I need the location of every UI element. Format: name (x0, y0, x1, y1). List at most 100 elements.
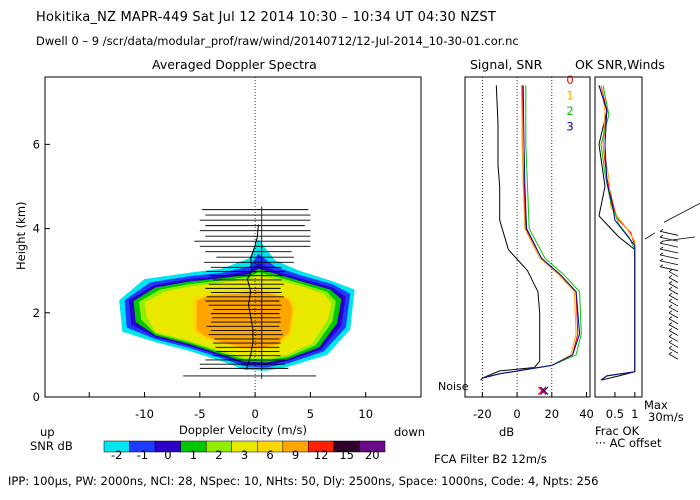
wind-arrow (659, 230, 679, 236)
wind-arrow-head (668, 292, 673, 296)
x-tick-label: -5 (194, 407, 205, 421)
signal-legend-entry-0: 0 (566, 73, 573, 87)
wind-arrow-head (668, 339, 673, 343)
wind-arrow-head (659, 252, 664, 256)
echo-contour-snr-9 (196, 289, 293, 349)
wind-arrow (659, 236, 679, 242)
dwell-info: Dwell 0 – 9 /scr/data/modular_prof/raw/w… (36, 34, 519, 48)
ac-offset-label: ··· AC offset (595, 436, 662, 450)
frac-ok-series-3 (598, 85, 636, 381)
signal-legend-entry-3: 3 (566, 120, 573, 134)
radar-parameters: IPP: 100µs, PW: 2000ns, NCI: 28, NSpec: … (8, 474, 599, 488)
plot-title: Hokitika_NZ MAPR-449 Sat Jul 12 2014 10:… (36, 10, 496, 25)
wind-arrow (668, 324, 679, 330)
signal-frame (464, 76, 591, 398)
wind-arrow-head (668, 304, 673, 308)
wind-arrow (668, 306, 679, 313)
wind-arrow-head (668, 351, 673, 355)
y-tick-label: 0 (33, 390, 40, 404)
wind-arrow (644, 232, 656, 240)
y-tick-label: 2 (33, 306, 40, 320)
wind-arrow (668, 347, 679, 354)
x-tick-label: 5 (307, 407, 314, 421)
spectra-frame (44, 76, 422, 398)
x-label-down: down (394, 425, 426, 439)
colorbar-level-label: -1 (137, 448, 148, 462)
wind-arrow (668, 353, 679, 360)
wind-arrow-head (668, 310, 673, 314)
wind-arrow (659, 242, 679, 248)
wind-arrow (668, 277, 679, 283)
colorbar-level-label: -2 (111, 448, 122, 462)
spectra-title: Averaged Doppler Spectra (152, 57, 317, 72)
signal-series-3 (482, 85, 581, 379)
wind-arrow (668, 300, 679, 307)
signal-title: Signal, SNR (470, 57, 543, 72)
colorbar-label: SNR dB (30, 439, 73, 453)
wind-arrow (661, 236, 696, 242)
wind-arrow-head (668, 281, 673, 284)
colorbar-level-label: 2 (215, 448, 222, 462)
signal-series-0 (482, 85, 579, 379)
max-value: 30m/s (648, 410, 684, 424)
wind-arrow (668, 271, 679, 277)
colorbar-level-label: 6 (266, 448, 273, 462)
wind-arrow-head (668, 298, 673, 302)
wind-arrow (659, 248, 679, 254)
y-tick-label: 6 (33, 137, 40, 151)
wind-arrow-column (644, 202, 700, 360)
winds-title: OK SNR,Winds (575, 57, 665, 72)
signal-x-tick-label: -20 (473, 407, 492, 421)
frac-x-tick-label: 1 (631, 407, 638, 421)
wind-arrow-head (668, 334, 673, 337)
mean-velocity-profile (245, 224, 259, 370)
wind-arrow (668, 283, 679, 289)
signal-x-tick-label: 0 (513, 407, 520, 421)
signal-legend-entry-2: 2 (566, 104, 573, 118)
wind-arrow-head (659, 234, 664, 238)
signal-legend-entry-1: 1 (566, 89, 573, 103)
wind-arrow-head (668, 345, 673, 349)
colorbar-level-label: 15 (339, 448, 354, 462)
x-tick-label: 0 (251, 407, 258, 421)
wind-arrow (668, 312, 679, 319)
winds-frame (594, 76, 643, 398)
wind-arrow (668, 341, 679, 348)
colorbar-level-label: 12 (314, 448, 329, 462)
wind-arrow-head (659, 258, 664, 262)
wind-arrow-head (668, 286, 673, 290)
signal-x-label: dB (499, 425, 515, 439)
noise-marker: × (538, 381, 551, 399)
signal-series-1 (482, 85, 577, 379)
x-label-up: up (40, 425, 55, 439)
x-tick-label: 10 (358, 407, 373, 421)
wind-arrow-head (668, 322, 673, 325)
wind-arrow (668, 294, 679, 301)
wind-arrow-head (659, 264, 664, 268)
signal-series-signal (480, 85, 541, 381)
spectra-echo-layer (119, 239, 355, 371)
colorbar-level-label: 0 (164, 448, 171, 462)
colorbar-level-label: 20 (365, 448, 380, 462)
wind-arrow (668, 336, 679, 342)
y-tick-label: 4 (33, 222, 40, 236)
x-axis-label: Doppler Velocity (m/s) (179, 423, 307, 437)
wind-arrow (659, 260, 679, 266)
wind-arrow (663, 202, 700, 223)
wind-arrow-head (668, 316, 673, 320)
wind-arrow-head (668, 269, 673, 272)
frac-x-tick-label: 0.5 (606, 407, 624, 421)
wind-arrow (668, 288, 679, 295)
wind-arrow-head (668, 275, 673, 278)
noise-label: Noise (438, 380, 469, 393)
wind-arrow-head (659, 228, 664, 232)
frac-ok-series-frac_ok (598, 85, 636, 381)
signal-x-tick-label: 20 (544, 407, 559, 421)
signal-x-tick-label: 40 (579, 407, 594, 421)
colorbar-swatch (359, 440, 386, 453)
max-label: Max (644, 398, 668, 412)
wind-arrow (659, 266, 679, 272)
colorbar-level-label: 1 (190, 448, 197, 462)
wind-arrow-head (668, 328, 673, 331)
